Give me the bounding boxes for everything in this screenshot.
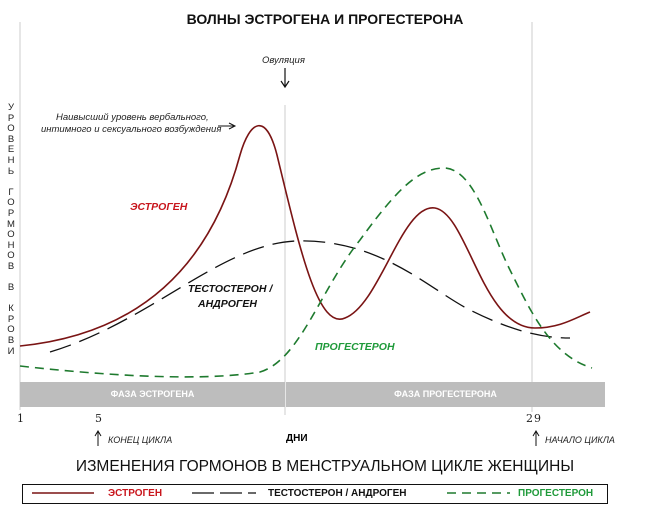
cycle-start-label: НАЧАЛО ЦИКЛА [545, 435, 615, 445]
estrogen-phase-bar: ФАЗА ЭСТРОГЕНА [20, 382, 285, 407]
y-axis-label: У Р О В Е Н Ь Г О Р М О Н О В В К Р О В … [7, 102, 15, 357]
legend-testosterone-label: ТЕСТОСТЕРОН / АНДРОГЕН [268, 488, 407, 499]
peak-annotation-line1: Наивысший уровень вербального, [56, 112, 209, 123]
legend-estrogen-label: ЭСТРОГЕН [108, 488, 163, 499]
cycle-start-arrow-icon [532, 430, 540, 446]
cycle-end-arrow-icon [94, 430, 102, 446]
testosterone-label-line1: ТЕСТОСТЕРОН / [188, 283, 273, 295]
peak-arrow-icon [218, 122, 237, 130]
legend-progesterone-label: ПРОГЕСТЕРОН [518, 488, 594, 499]
progesterone-label: ПРОГЕСТЕРОН [315, 341, 395, 353]
legend [22, 484, 608, 504]
ovulation-label: Овуляция [262, 55, 305, 66]
cycle-end-label: КОНЕЦ ЦИКЛА [108, 435, 173, 445]
testosterone-label-line2: АНДРОГЕН [198, 298, 257, 310]
tick-1: 1 [17, 412, 24, 425]
diagram-subtitle: ИЗМЕНЕНИЯ ГОРМОНОВ В МЕНСТРУАЛЬНОМ ЦИКЛЕ… [75, 458, 575, 475]
peak-annotation-line2: интимного и сексуального возбуждения [41, 124, 222, 135]
progesterone-phase-bar: ФАЗА ПРОГЕСТЕРОНА [286, 382, 605, 407]
estrogen-curve [19, 124, 591, 347]
testosterone-curve [49, 240, 571, 353]
estrogen-label: ЭСТРОГЕН [130, 201, 188, 213]
tick-5: 5 [95, 412, 102, 425]
progesterone-curve [19, 167, 593, 378]
x-axis-label: ДНИ [286, 433, 308, 444]
tick-29: 29 [526, 412, 542, 425]
ovulation-arrow-icon [280, 68, 290, 89]
diagram-title: ВОЛНЫ ЭСТРОГЕНА И ПРОГЕСТЕРОНА [186, 11, 464, 27]
